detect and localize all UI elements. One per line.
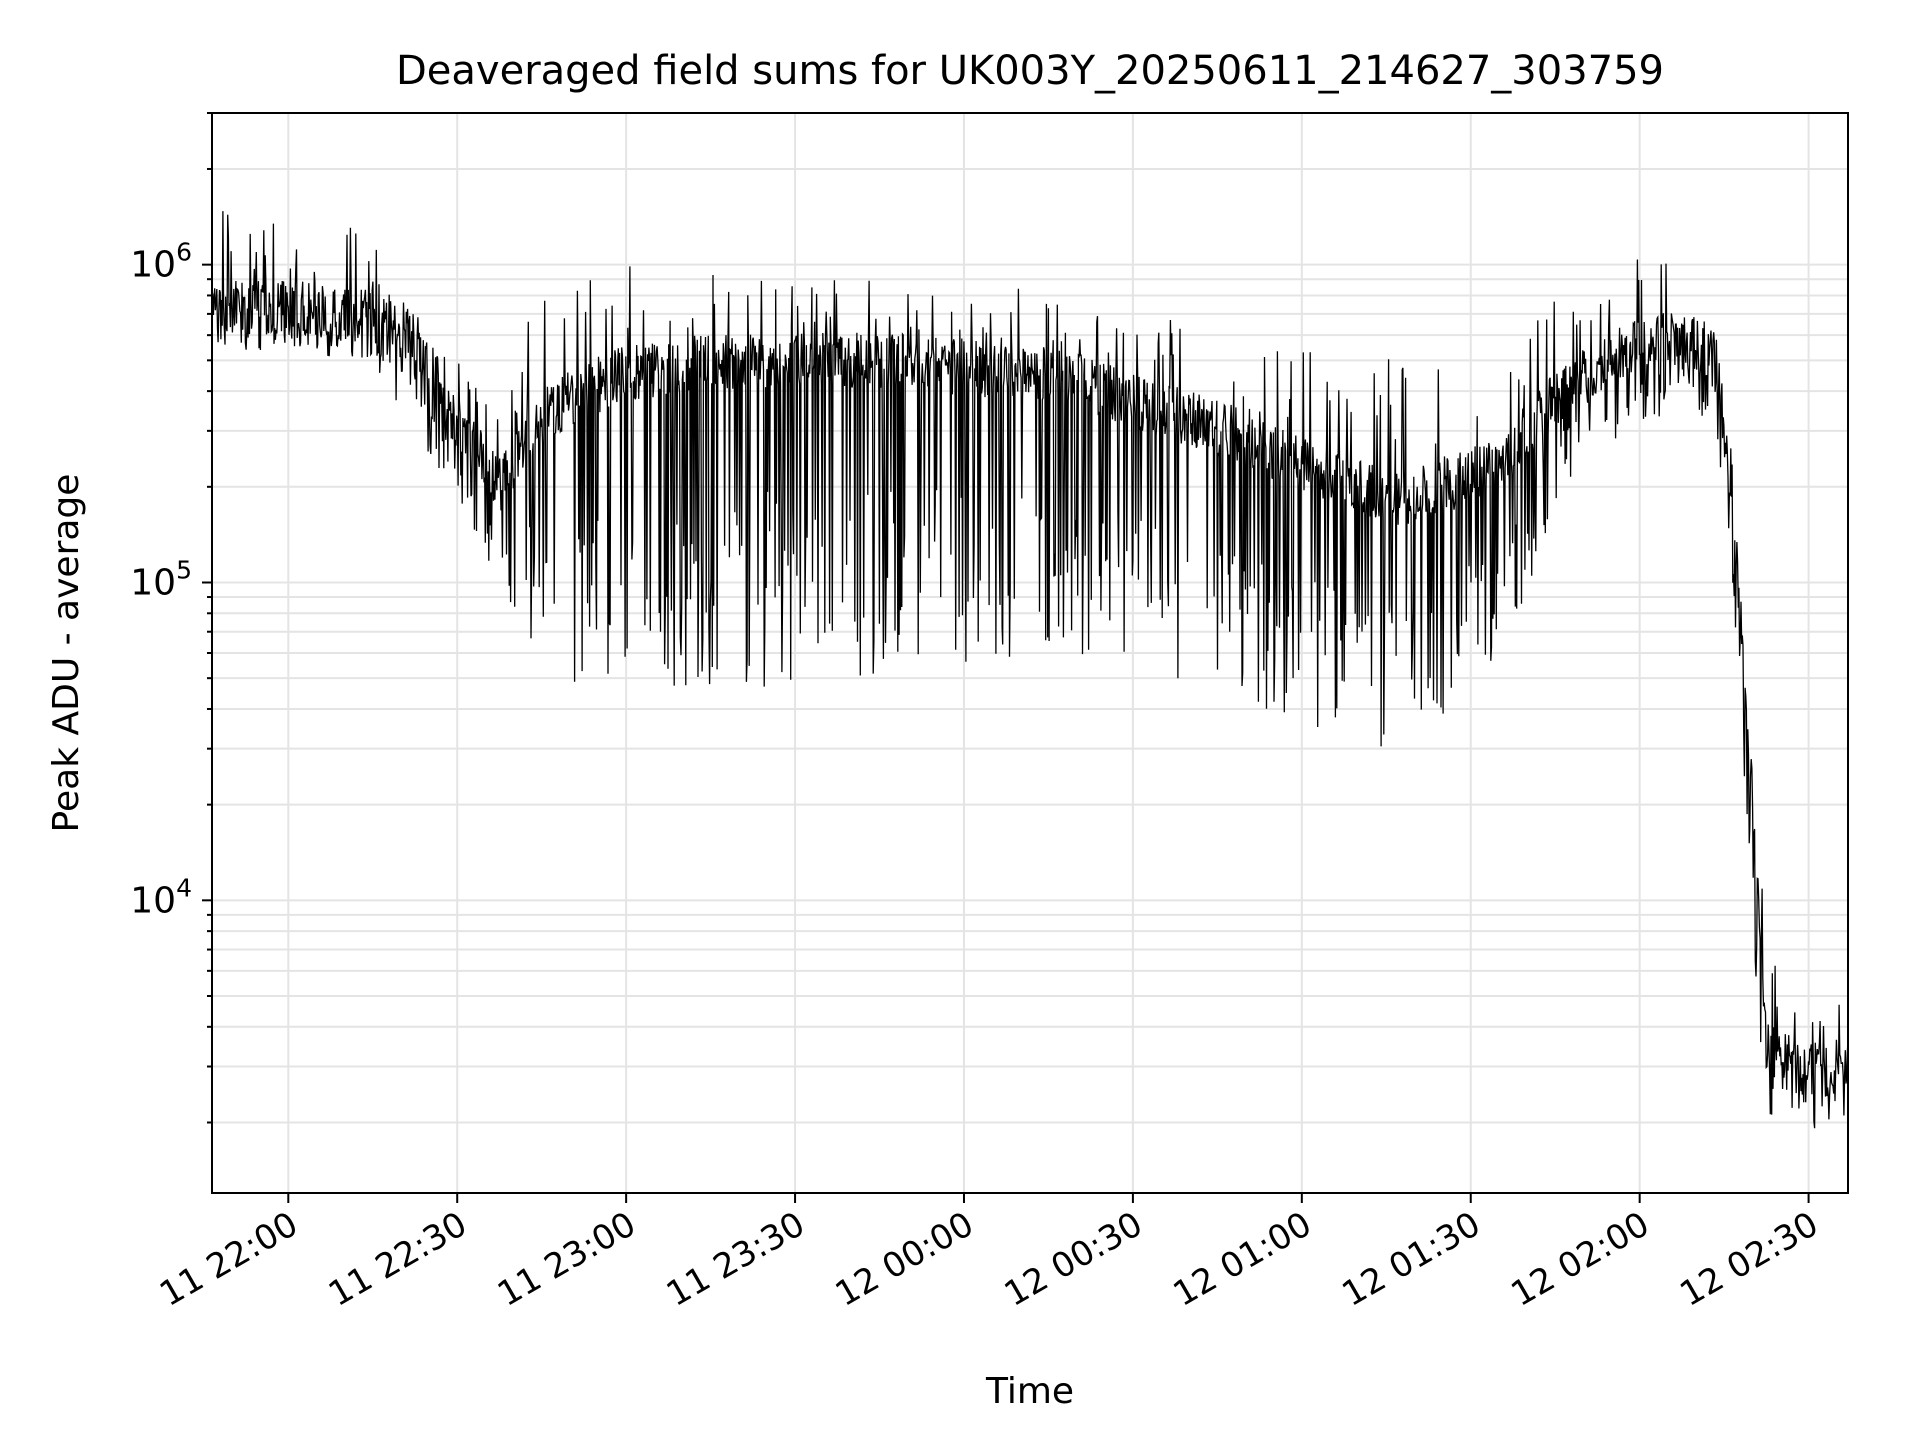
- x-tick-label: 11 23:00: [491, 1204, 643, 1315]
- y-tick-label: 106: [130, 238, 192, 286]
- x-tick-label: 12 00:00: [829, 1204, 981, 1315]
- x-tick-label: 12 02:00: [1504, 1204, 1656, 1315]
- x-tick-label: 12 02:30: [1673, 1204, 1825, 1315]
- grid-lines: [212, 112, 1848, 1193]
- y-tick-label: 105: [130, 555, 192, 603]
- chart-title: Deaveraged field sums for UK003Y_2025061…: [396, 48, 1664, 94]
- x-tick-label: 11 23:30: [660, 1204, 812, 1315]
- x-tick-label: 11 22:30: [322, 1204, 474, 1315]
- series-layer: [211, 211, 1849, 1129]
- x-tick-label: 11 22:00: [153, 1204, 305, 1315]
- x-tick-label: 12 01:00: [1167, 1204, 1319, 1315]
- y-tick-label: 104: [130, 873, 192, 921]
- x-axis-label: Time: [985, 1371, 1074, 1412]
- x-tick-label: 12 00:30: [998, 1204, 1150, 1315]
- series-line: [211, 211, 1849, 1129]
- x-axis-ticks: 11 22:00 11 22:30 11 23:00 11 23:30 12 00:00…: [153, 1193, 1825, 1315]
- x-tick-label: 12 01:30: [1336, 1204, 1488, 1315]
- y-axis-ticks: 104 105 106: [130, 112, 212, 1124]
- y-axis-label: Peak ADU - average: [46, 474, 87, 833]
